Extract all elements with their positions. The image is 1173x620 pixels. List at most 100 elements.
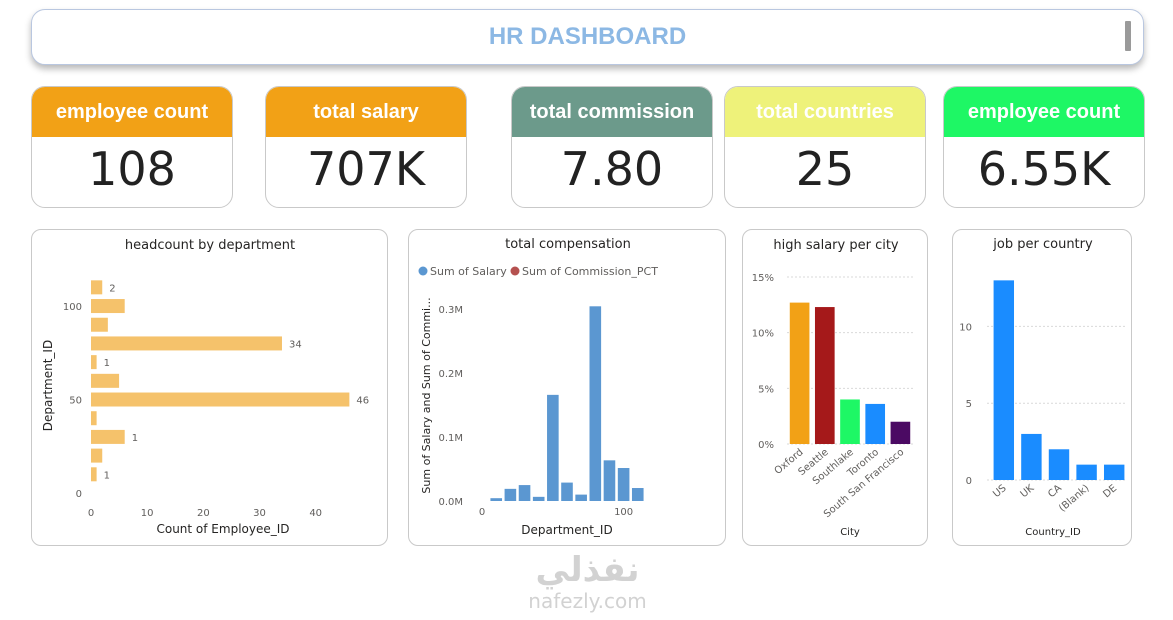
y-tick-label: 0 (966, 476, 972, 487)
bar (91, 373, 120, 388)
y-tick-label: 0 (76, 489, 82, 500)
kpi-card-employee-count: employee count 108 (31, 86, 233, 208)
data-label: 1 (132, 433, 138, 444)
bar (1021, 433, 1042, 480)
data-label: 46 (356, 396, 369, 407)
legend-label: Sum of Commission_PCT (522, 265, 658, 278)
data-label: 1 (104, 358, 110, 369)
bar (518, 485, 531, 501)
kpi-header: total commission (512, 87, 712, 137)
y-tick-label: 50 (69, 396, 82, 407)
y-tick-label: 10 (959, 322, 972, 333)
chart-title: headcount by department (125, 238, 295, 253)
x-tick-label: 40 (309, 508, 322, 519)
x-tick-label: US (991, 483, 1009, 500)
bar (504, 488, 517, 501)
kpi-value: 707K (307, 142, 425, 196)
y-tick-label: 5 (966, 399, 972, 410)
bar (91, 411, 97, 426)
bar (1048, 449, 1070, 480)
chart-card-job-per-country: job per country 0 5 10 US UK CA (Blank) DE Countr… (952, 229, 1132, 546)
y-tick-label: 0% (758, 440, 774, 451)
data-label: 1 (104, 470, 110, 481)
y-tick-label: 10% (752, 329, 774, 340)
bar (1076, 464, 1097, 480)
watermark-arabic: نفذلي (535, 550, 640, 590)
kpi-card-employee-count-2: employee count 6.55K (943, 86, 1145, 208)
bar (91, 355, 97, 370)
x-tick-label: 20 (197, 508, 210, 519)
kpi-header: employee count (944, 87, 1144, 137)
kpi-value: 7.80 (560, 142, 664, 196)
chart-card-headcount-by-department: headcount by department 1 1 46 1 34 2 0 10 20 30 40… (31, 229, 388, 546)
bar (575, 494, 587, 501)
x-axis-label: Country_ID (1025, 527, 1081, 538)
chart-title: total compensation (505, 237, 631, 252)
bar (561, 482, 573, 501)
kpi-header: employee count (32, 87, 232, 137)
x-tick-label: 30 (253, 508, 266, 519)
bar (789, 302, 810, 444)
bar (91, 317, 108, 332)
y-tick-label: 5% (758, 384, 774, 395)
y-tick-label: 15% (752, 273, 774, 284)
bar (490, 498, 503, 501)
bar (814, 307, 835, 444)
bar (532, 496, 545, 501)
y-axis-label: Sum of Salary and Sum of Commi... (420, 297, 433, 493)
header-handle[interactable] (1125, 21, 1131, 51)
x-tick-label: 10 (141, 508, 154, 519)
bar (91, 299, 125, 314)
x-tick-label: CA (1046, 483, 1064, 500)
dashboard-header: HR DASHBOARD (31, 9, 1144, 65)
bar (91, 429, 125, 444)
bar (840, 399, 860, 444)
kpi-card-total-countries: total countries 25 (724, 86, 926, 208)
chart-card-total-compensation: total compensation Sum of Salary Sum of Co… (408, 229, 726, 546)
data-label: 34 (289, 339, 302, 350)
x-axis-label: Count of Employee_ID (156, 522, 289, 536)
data-label: 2 (109, 283, 115, 294)
x-tick-label: 0 (88, 508, 94, 519)
x-tick-label: UK (1019, 483, 1037, 501)
bar (603, 460, 616, 501)
bar (91, 336, 282, 351)
chart-card-high-salary-per-city: high salary per city 0% 5% 10% 15% Oxford Seat… (742, 229, 928, 546)
bar (993, 280, 1015, 480)
bar (91, 467, 97, 482)
y-axis-label: Department_ID (41, 340, 55, 431)
x-tick-label: 0 (479, 507, 485, 518)
x-axis-label: Department_ID (521, 523, 612, 537)
legend-label: Sum of Salary (430, 265, 507, 278)
bar (547, 394, 559, 501)
legend-marker (418, 266, 428, 276)
kpi-header: total salary (266, 87, 466, 137)
bar (631, 488, 644, 501)
kpi-card-total-salary: total salary 707K (265, 86, 467, 208)
y-tick-label: 0.3M (438, 305, 463, 316)
x-axis-label: City (840, 527, 860, 538)
bar (890, 421, 911, 444)
bar (91, 392, 350, 407)
x-tick-label: (Blank) (1057, 483, 1091, 514)
kpi-card-total-commission: total commission 7.80 (511, 86, 713, 208)
bar (1103, 464, 1125, 480)
bar (865, 403, 886, 444)
watermark: نفذلي nafezly.com (515, 550, 660, 612)
x-tick-label: DE (1101, 483, 1119, 500)
bar (91, 280, 103, 295)
bar (91, 448, 103, 463)
watermark-latin: nafezly.com (528, 589, 647, 613)
bar (617, 468, 630, 501)
y-tick-label: 0.0M (438, 497, 463, 508)
y-tick-label: 100 (63, 302, 82, 313)
kpi-header: total countries (725, 87, 925, 137)
kpi-value: 25 (795, 142, 855, 196)
high-salary-per-city-chart: high salary per city0%5%10%15%OxfordSeat… (752, 238, 913, 538)
legend-marker (510, 266, 520, 276)
y-tick-label: 0.2M (438, 369, 463, 380)
chart-title: job per country (992, 237, 1093, 252)
y-tick-label: 0.1M (438, 433, 463, 444)
kpi-value: 108 (88, 142, 176, 196)
